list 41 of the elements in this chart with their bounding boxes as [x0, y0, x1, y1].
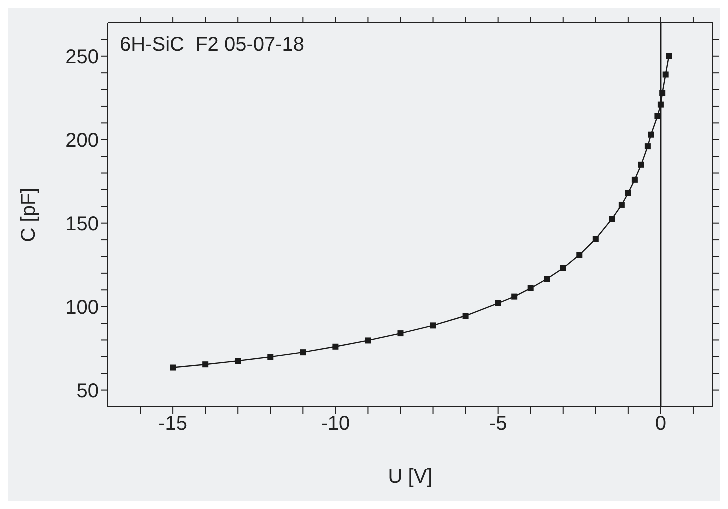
point	[528, 285, 534, 292]
point	[576, 252, 583, 258]
point	[332, 344, 339, 350]
y-tick-label: 150	[66, 213, 99, 236]
point	[512, 294, 518, 300]
point	[560, 265, 566, 272]
point	[632, 176, 638, 183]
point	[658, 102, 664, 108]
y-tick-label: 200	[66, 130, 99, 152]
x-tick-label: -15	[158, 413, 188, 436]
point	[660, 90, 666, 96]
point	[365, 338, 372, 344]
y-tick-label: 100	[66, 296, 99, 319]
point	[202, 362, 209, 368]
point	[609, 216, 616, 222]
point	[268, 354, 274, 360]
x-tick-label: -5	[489, 413, 508, 436]
point	[235, 358, 242, 364]
point	[654, 113, 661, 120]
point	[648, 132, 654, 138]
point	[300, 350, 306, 356]
point	[170, 364, 176, 371]
annotation: 6H-SiC F2 05-07-18	[120, 34, 305, 57]
point	[430, 322, 436, 329]
point	[638, 162, 644, 168]
point	[618, 202, 625, 208]
point	[644, 144, 651, 150]
x-tick-label: 0	[655, 413, 667, 436]
point	[662, 72, 669, 78]
x-axis-title: U [V]	[388, 466, 433, 488]
x-tick-label: -10	[321, 413, 350, 436]
y-tick-label: 50	[76, 380, 99, 402]
point	[625, 190, 632, 196]
point	[398, 330, 404, 337]
point	[495, 300, 502, 306]
y-axis-title: C [pF]	[18, 188, 40, 242]
y-tick-label: 250	[66, 46, 99, 68]
point	[592, 236, 599, 242]
point	[462, 313, 469, 320]
point	[544, 276, 550, 282]
point	[666, 53, 672, 60]
